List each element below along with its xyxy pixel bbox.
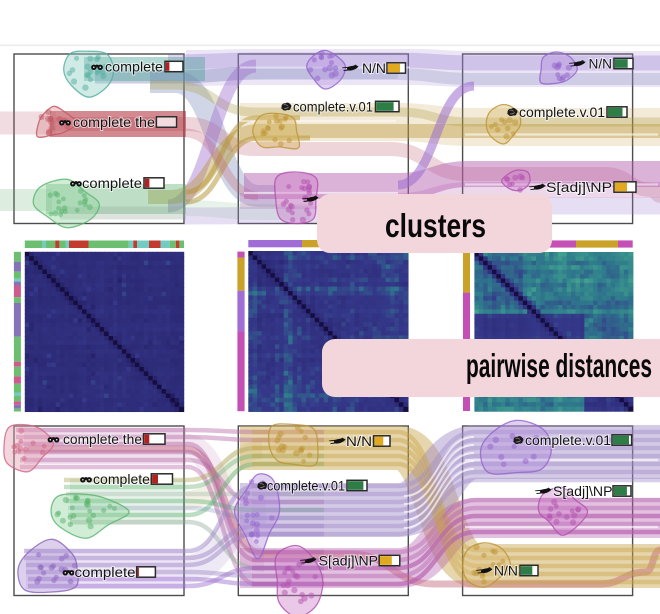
svg-text:complete: complete [93,471,150,487]
svg-text:complete: complete [82,175,142,191]
svg-text:N/N: N/N [346,433,372,449]
svg-text:complete.v.01: complete.v.01 [525,432,611,448]
svg-text:complete.v.01: complete.v.01 [267,477,345,493]
svg-text:S[adj]\NP: S[adj]\NP [319,552,378,568]
svg-text:clusters: clusters [385,207,486,244]
svg-text:N/N: N/N [589,55,613,71]
svg-text:complete the: complete the [73,114,155,130]
svg-text:N/N: N/N [362,60,386,76]
svg-text:complete: complete [75,564,136,580]
svg-text:S[adj]\NP: S[adj]\NP [553,483,613,499]
svg-text:complete the: complete the [63,431,142,447]
svg-text:N/N: N/N [494,562,518,578]
svg-text:complete.v.01: complete.v.01 [519,104,605,120]
svg-text:pairwise distances: pairwise distances [466,347,652,384]
svg-text:complete: complete [105,58,163,74]
svg-text:complete.v.01: complete.v.01 [293,98,373,114]
svg-text:S[adj]\NP: S[adj]\NP [546,179,612,195]
